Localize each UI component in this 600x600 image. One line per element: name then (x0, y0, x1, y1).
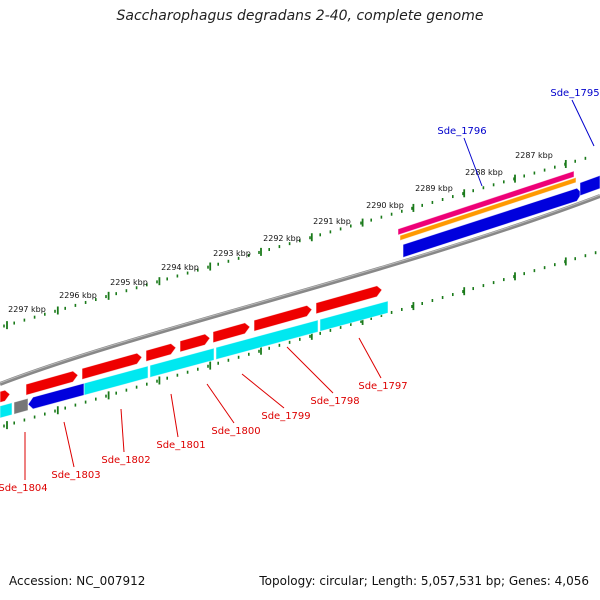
forward-cds-feature (81, 352, 143, 381)
orange-feature (399, 176, 577, 242)
blue-feature (27, 382, 85, 410)
scale-label: 2294 kbp (161, 263, 199, 272)
gene-label: Sde_1797 (358, 381, 407, 392)
gray-feature (13, 397, 29, 415)
genome-summary-text: Topology: circular; Length: 5,057,531 bp… (259, 574, 589, 588)
gene-label: Sde_1804 (0, 483, 48, 494)
scale-label: 2291 kbp (313, 217, 351, 226)
gene-label: Sde_1798 (310, 396, 359, 407)
scale-label: 2297 kbp (8, 305, 46, 314)
blue-feature-1796 (402, 187, 583, 259)
blue-feature-1795 (579, 175, 600, 197)
gene-label-leader (571, 99, 595, 147)
gene-label-leader (170, 393, 179, 438)
scale-label: 2290 kbp (366, 201, 404, 210)
gene-label-leader (358, 337, 382, 379)
gene-label-leaders (24, 99, 595, 480)
reverse-cds-feature (319, 300, 389, 332)
gene-label-leader (206, 383, 235, 424)
backbone-highlight (0, 194, 600, 384)
gene-label: Sde_1800 (211, 426, 260, 437)
genome-backbone (0, 194, 600, 386)
gene-label: Sde_1799 (261, 411, 310, 422)
backbone-arc (0, 194, 600, 386)
scale-labels: 2287 kbp 2288 kbp 2289 kbp 2290 kbp 2291 kbp… (8, 151, 553, 314)
scale-label: 2292 kbp (263, 234, 301, 243)
accession-text: Accession: NC_007912 (9, 574, 146, 588)
gene-label: Sde_1802 (101, 455, 150, 466)
gene-label: Sde_1795 (550, 88, 599, 99)
gene-label-leader (463, 137, 483, 187)
forward-cds-feature (25, 370, 79, 396)
forward-cds-feature (253, 304, 313, 332)
gene-label: Sde_1801 (156, 440, 205, 451)
forward-cds-feature (0, 389, 11, 403)
gene-label-leader (120, 408, 125, 453)
scale-label: 2287 kbp (515, 151, 553, 160)
gene-label-leader (63, 421, 75, 468)
scale-label: 2293 kbp (213, 249, 251, 258)
reverse-cds-feature (149, 347, 215, 378)
forward-cds-feature (179, 333, 211, 353)
magenta-feature (397, 170, 575, 236)
gene-label: Sde_1796 (437, 126, 486, 137)
reverse-cds-feature (0, 402, 13, 419)
reverse-cds-feature (215, 319, 319, 361)
scale-ticks-lower (3, 251, 597, 430)
gene-labels: Sde_1795 Sde_1796 Sde_1797 Sde_1798Sde_1799… (0, 88, 600, 494)
scale-ticks-upper (3, 156, 587, 330)
forward-cds-feature (212, 322, 251, 344)
scale-label: 2295 kbp (110, 278, 148, 287)
scale-label: 2296 kbp (59, 291, 97, 300)
scale-label: 2289 kbp (415, 184, 453, 193)
gene-label-leader (241, 373, 285, 409)
gene-label: Sde_1803 (51, 470, 100, 481)
forward-cds-feature (145, 343, 177, 363)
forward-cds-feature (315, 285, 383, 315)
map-title: Saccharophagus degradans 2-40, complete … (116, 8, 484, 24)
feature-tracks (0, 170, 600, 419)
scale-label: 2288 kbp (465, 168, 503, 177)
gene-label-leader (286, 346, 334, 394)
